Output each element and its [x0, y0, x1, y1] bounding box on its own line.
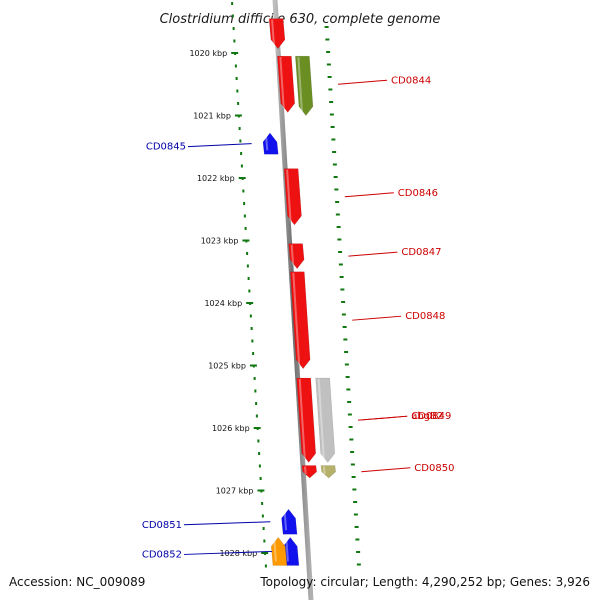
kbp-tick-label: 1021 kbp	[193, 112, 231, 121]
gene-label: CD0849	[411, 411, 451, 422]
gene-arrow	[315, 377, 336, 463]
gene-highlight	[303, 466, 307, 475]
gene-arrow	[289, 271, 311, 370]
gene-labels: CD0844 CD0845 CD0846 CD0847 CD0848 CD0849abgB…	[142, 75, 455, 560]
gene-highlight	[286, 169, 292, 221]
kbp-ruler: 1020 kbp 1021 kbp 1022 kbp 1023 kbp 1024 kbp…	[189, 2, 361, 568]
gene-label: CD0844	[391, 75, 431, 86]
gene-arrow	[283, 168, 302, 226]
gene-leader	[187, 143, 252, 148]
gene-arrow	[320, 465, 336, 479]
genome-summary-text: Topology: circular; Length: 4,290,252 bp…	[259, 575, 590, 589]
gene-arrow	[262, 132, 279, 155]
gene-leader	[338, 79, 388, 85]
gene-arrow	[268, 18, 286, 50]
gene-arrow	[301, 465, 317, 479]
gene-highlight	[298, 378, 306, 459]
kbp-tick-label: 1025 kbp	[208, 362, 246, 371]
kbp-tick-label: 1023 kbp	[201, 237, 239, 246]
gene-arrow	[281, 508, 298, 535]
gene-label: CD0852	[142, 549, 182, 560]
gene-label: CD0845	[146, 142, 186, 153]
gene-highlight	[285, 538, 289, 562]
gene-leader	[361, 467, 411, 473]
accession-text: Accession: NC_009089	[9, 575, 145, 589]
gene-arrow	[288, 243, 305, 270]
gene-label: abgB2	[411, 411, 443, 422]
gene-highlight	[290, 244, 295, 265]
gene-label: CD0851	[142, 520, 182, 531]
gene-highlight	[317, 378, 325, 459]
kbp-tick-label: 1026 kbp	[212, 424, 250, 433]
gene-highlight	[273, 538, 277, 562]
map-title: Clostridium difficile 630, complete geno…	[160, 12, 441, 27]
kbp-tick-label: 1020 kbp	[189, 49, 227, 58]
kbp-tick-label: 1028 kbp	[219, 549, 257, 558]
gene-label: CD0850	[414, 463, 454, 474]
gene-track	[262, 18, 336, 566]
gene-leader	[358, 415, 408, 421]
gene-arrow	[277, 55, 296, 113]
kbp-tick-label: 1022 kbp	[197, 174, 235, 183]
kbp-tick-label: 1024 kbp	[204, 299, 242, 308]
gene-label: CD0847	[401, 247, 441, 258]
gene-arrow	[296, 377, 317, 463]
gene-highlight	[283, 510, 288, 531]
gene-highlight	[322, 466, 326, 475]
gene-leader	[183, 550, 273, 555]
gene-arrow	[282, 536, 300, 566]
gene-label: CD0846	[398, 188, 438, 199]
gene-arrow	[295, 55, 314, 116]
gene-leader	[352, 315, 402, 321]
gene-highlight	[264, 133, 269, 151]
gene-leader	[344, 192, 394, 198]
gene-arrow	[270, 536, 288, 566]
gene-leader	[348, 251, 398, 257]
gene-highlight	[292, 272, 301, 365]
gene-highlight	[279, 57, 285, 109]
kbp-tick-label: 1027 kbp	[216, 487, 254, 496]
gene-label: CD0848	[405, 311, 445, 322]
gene-leader	[183, 521, 271, 526]
gene-highlight	[297, 57, 303, 112]
gene-highlight	[271, 19, 275, 45]
